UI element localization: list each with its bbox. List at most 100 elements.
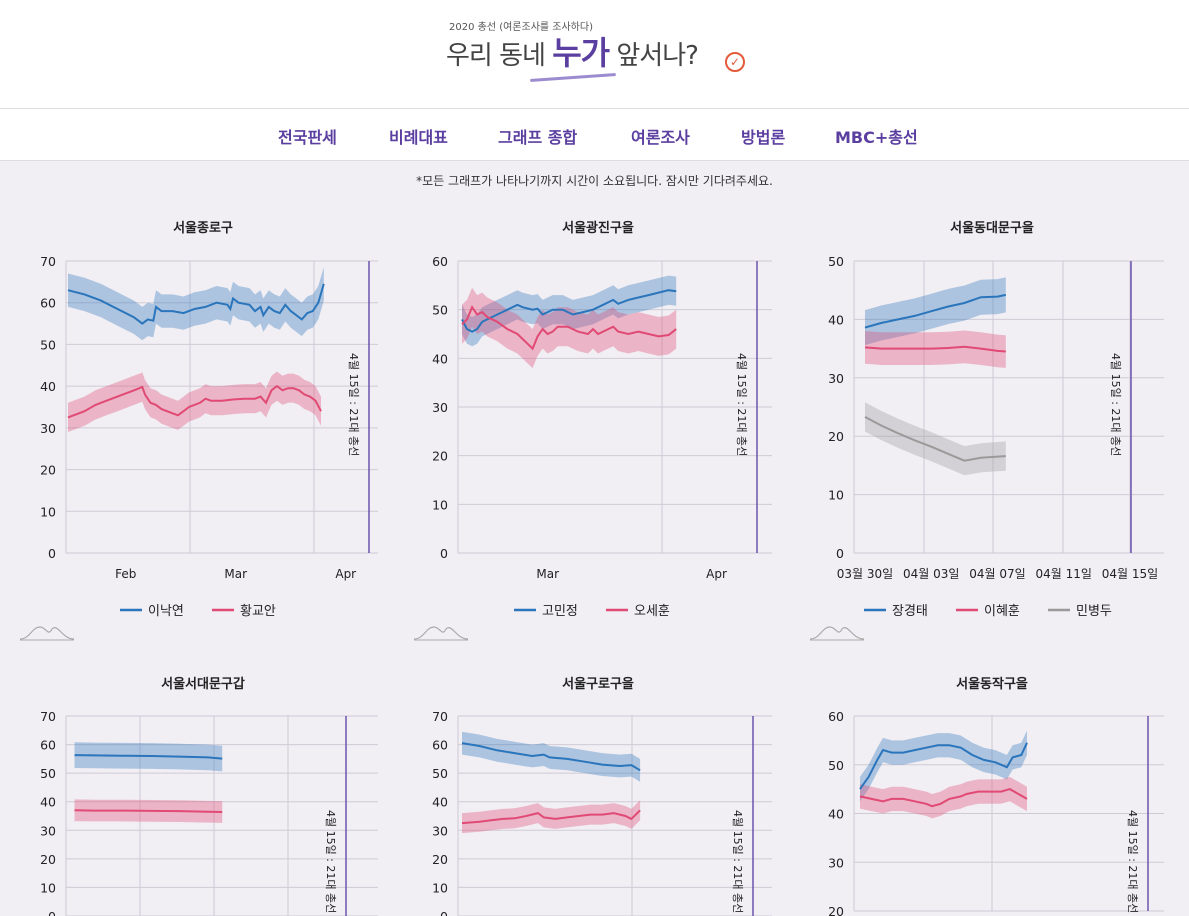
chart-title: 서울광진구을 [562, 220, 634, 236]
y-tick-label: 0 [48, 909, 56, 916]
y-tick-label: 50 [40, 337, 56, 352]
series-line[interactable] [859, 788, 1028, 808]
chart-4: 서울서대문구갑 0 10 20 30 40 50 60 70 4월 15일 : 21대 총선 [40, 676, 378, 916]
x-tick-label: 04월 03일 [903, 567, 959, 581]
confidence-band [860, 730, 1027, 802]
series-line[interactable] [67, 283, 325, 325]
chart-title: 서울동대문구을 [950, 220, 1034, 236]
logo-title-pre: 우리 동네 [446, 41, 553, 71]
nav-polls[interactable]: 여론조사 [631, 128, 690, 147]
distribution-icon[interactable] [809, 626, 865, 640]
legend-label[interactable]: 장경태 [892, 604, 928, 619]
confidence-band [462, 800, 641, 834]
confidence-band [68, 267, 324, 341]
y-tick-label: 70 [40, 254, 56, 269]
chart-title: 서울서대문구갑 [161, 676, 245, 692]
election-day-label: 4월 15일 : 21대 총선 [731, 810, 745, 913]
y-tick-label: 30 [432, 823, 448, 838]
election-day-label: 4월 15일 : 21대 총선 [735, 353, 749, 456]
x-tick-label: Apr [706, 567, 727, 581]
x-tick-label: Mar [536, 567, 559, 581]
site-logo[interactable]: 우리 동네 누가 앞서나? [446, 28, 699, 74]
y-tick-label: 0 [48, 546, 56, 561]
y-tick-label: 40 [828, 807, 844, 822]
nav-mbc-election[interactable]: MBC+총선 [835, 128, 918, 147]
y-tick-label: 60 [432, 254, 448, 269]
y-tick-label: 40 [828, 312, 844, 327]
y-tick-label: 0 [440, 546, 448, 561]
confidence-band [865, 402, 1006, 476]
y-tick-label: 0 [836, 546, 844, 561]
logo-title-highlight: 누가 [552, 34, 610, 72]
y-tick-label: 60 [40, 296, 56, 311]
series-line[interactable] [74, 809, 223, 813]
legend-label[interactable]: 민병두 [1076, 604, 1112, 619]
legend-label[interactable]: 황교안 [240, 604, 276, 619]
y-tick-label: 50 [432, 303, 448, 318]
y-tick-label: 10 [40, 880, 56, 895]
election-day-label: 4월 15일 : 21대 총선 [324, 810, 338, 913]
confidence-band [865, 277, 1006, 346]
series-line[interactable] [864, 293, 1007, 329]
y-tick-label: 40 [432, 795, 448, 810]
x-tick-label: Mar [224, 567, 247, 581]
nav-methodology[interactable]: 방법론 [741, 128, 786, 147]
y-tick-label: 60 [432, 738, 448, 753]
vote-icon: ✓ [725, 52, 745, 72]
legend-label[interactable]: 이혜훈 [984, 604, 1020, 619]
y-tick-label: 20 [432, 449, 448, 464]
series-line[interactable] [864, 416, 1006, 462]
distribution-icon[interactable] [19, 626, 75, 640]
y-tick-label: 10 [432, 497, 448, 512]
y-tick-label: 30 [828, 855, 844, 870]
y-tick-label: 10 [40, 504, 56, 519]
nav-national[interactable]: 전국판세 [278, 128, 337, 147]
chart-2: 서울광진구을 0 10 20 30 40 50 60 Mar Apr 4월 15일 : 21대 총선… [413, 220, 772, 641]
nav-proportional[interactable]: 비례대표 [389, 128, 448, 147]
legend-label[interactable]: 오세훈 [634, 604, 670, 619]
confidence-band [68, 371, 321, 432]
y-tick-label: 20 [432, 852, 448, 867]
y-tick-label: 70 [40, 709, 56, 724]
y-tick-label: 40 [40, 795, 56, 810]
y-tick-label: 10 [432, 880, 448, 895]
y-tick-label: 0 [440, 909, 448, 916]
y-tick-label: 10 [828, 488, 844, 503]
series-line[interactable] [67, 384, 322, 419]
logo-subtitle: 2020 총선 (여론조사를 조사하다) [449, 22, 593, 33]
distribution-icon[interactable] [413, 626, 469, 640]
election-day-label: 4월 15일 : 21대 총선 [1126, 810, 1140, 913]
y-tick-label: 20 [40, 463, 56, 478]
x-tick-label: Apr [335, 567, 356, 581]
legend-label[interactable]: 이낙연 [148, 604, 184, 619]
y-tick-label: 60 [828, 709, 844, 724]
x-tick-label: 04월 11일 [1036, 567, 1092, 581]
y-tick-label: 20 [828, 904, 844, 916]
loading-notice: *모든 그래프가 나타나기까지 시간이 소요됩니다. 잠시만 기다려주세요. [416, 174, 773, 188]
series-line[interactable] [461, 289, 677, 333]
chart-5: 서울구로구을 0 10 20 30 40 50 60 70 4월 15일 : 21대 총선 [432, 676, 772, 916]
series-line[interactable] [461, 305, 677, 351]
series-line[interactable] [864, 345, 1006, 353]
nav-graph-summary[interactable]: 그래프 종합 [498, 128, 578, 147]
y-tick-label: 20 [828, 429, 844, 444]
y-tick-label: 60 [40, 738, 56, 753]
y-tick-label: 40 [40, 379, 56, 394]
chart-title: 서울동작구을 [956, 676, 1028, 692]
chart-3: 서울동대문구을 0 10 20 30 40 50 03월 30일 04월 03일 04월 07일 0… [809, 220, 1164, 641]
x-tick-label: 04월 15일 [1102, 567, 1158, 581]
y-tick-label: 50 [828, 758, 844, 773]
y-tick-label: 50 [828, 254, 844, 269]
logo-title-post: 앞서나? [609, 41, 699, 71]
series-line[interactable] [74, 754, 223, 760]
main-nav: 전국판세 비례대표 그래프 종합 여론조사 방법론 MBC+총선 [0, 109, 1189, 161]
chart-title: 서울종로구 [173, 220, 233, 236]
series-line[interactable] [461, 742, 641, 772]
y-tick-label: 30 [40, 421, 56, 436]
series-line[interactable] [461, 809, 641, 825]
chart-6: 서울동작구을 20 30 40 50 60 4월 15일 : 21대 총선 [828, 676, 1164, 916]
series-line[interactable] [859, 742, 1028, 790]
x-tick-label: 03월 30일 [837, 567, 893, 581]
legend-label[interactable]: 고민정 [542, 604, 578, 619]
y-tick-label: 30 [40, 823, 56, 838]
